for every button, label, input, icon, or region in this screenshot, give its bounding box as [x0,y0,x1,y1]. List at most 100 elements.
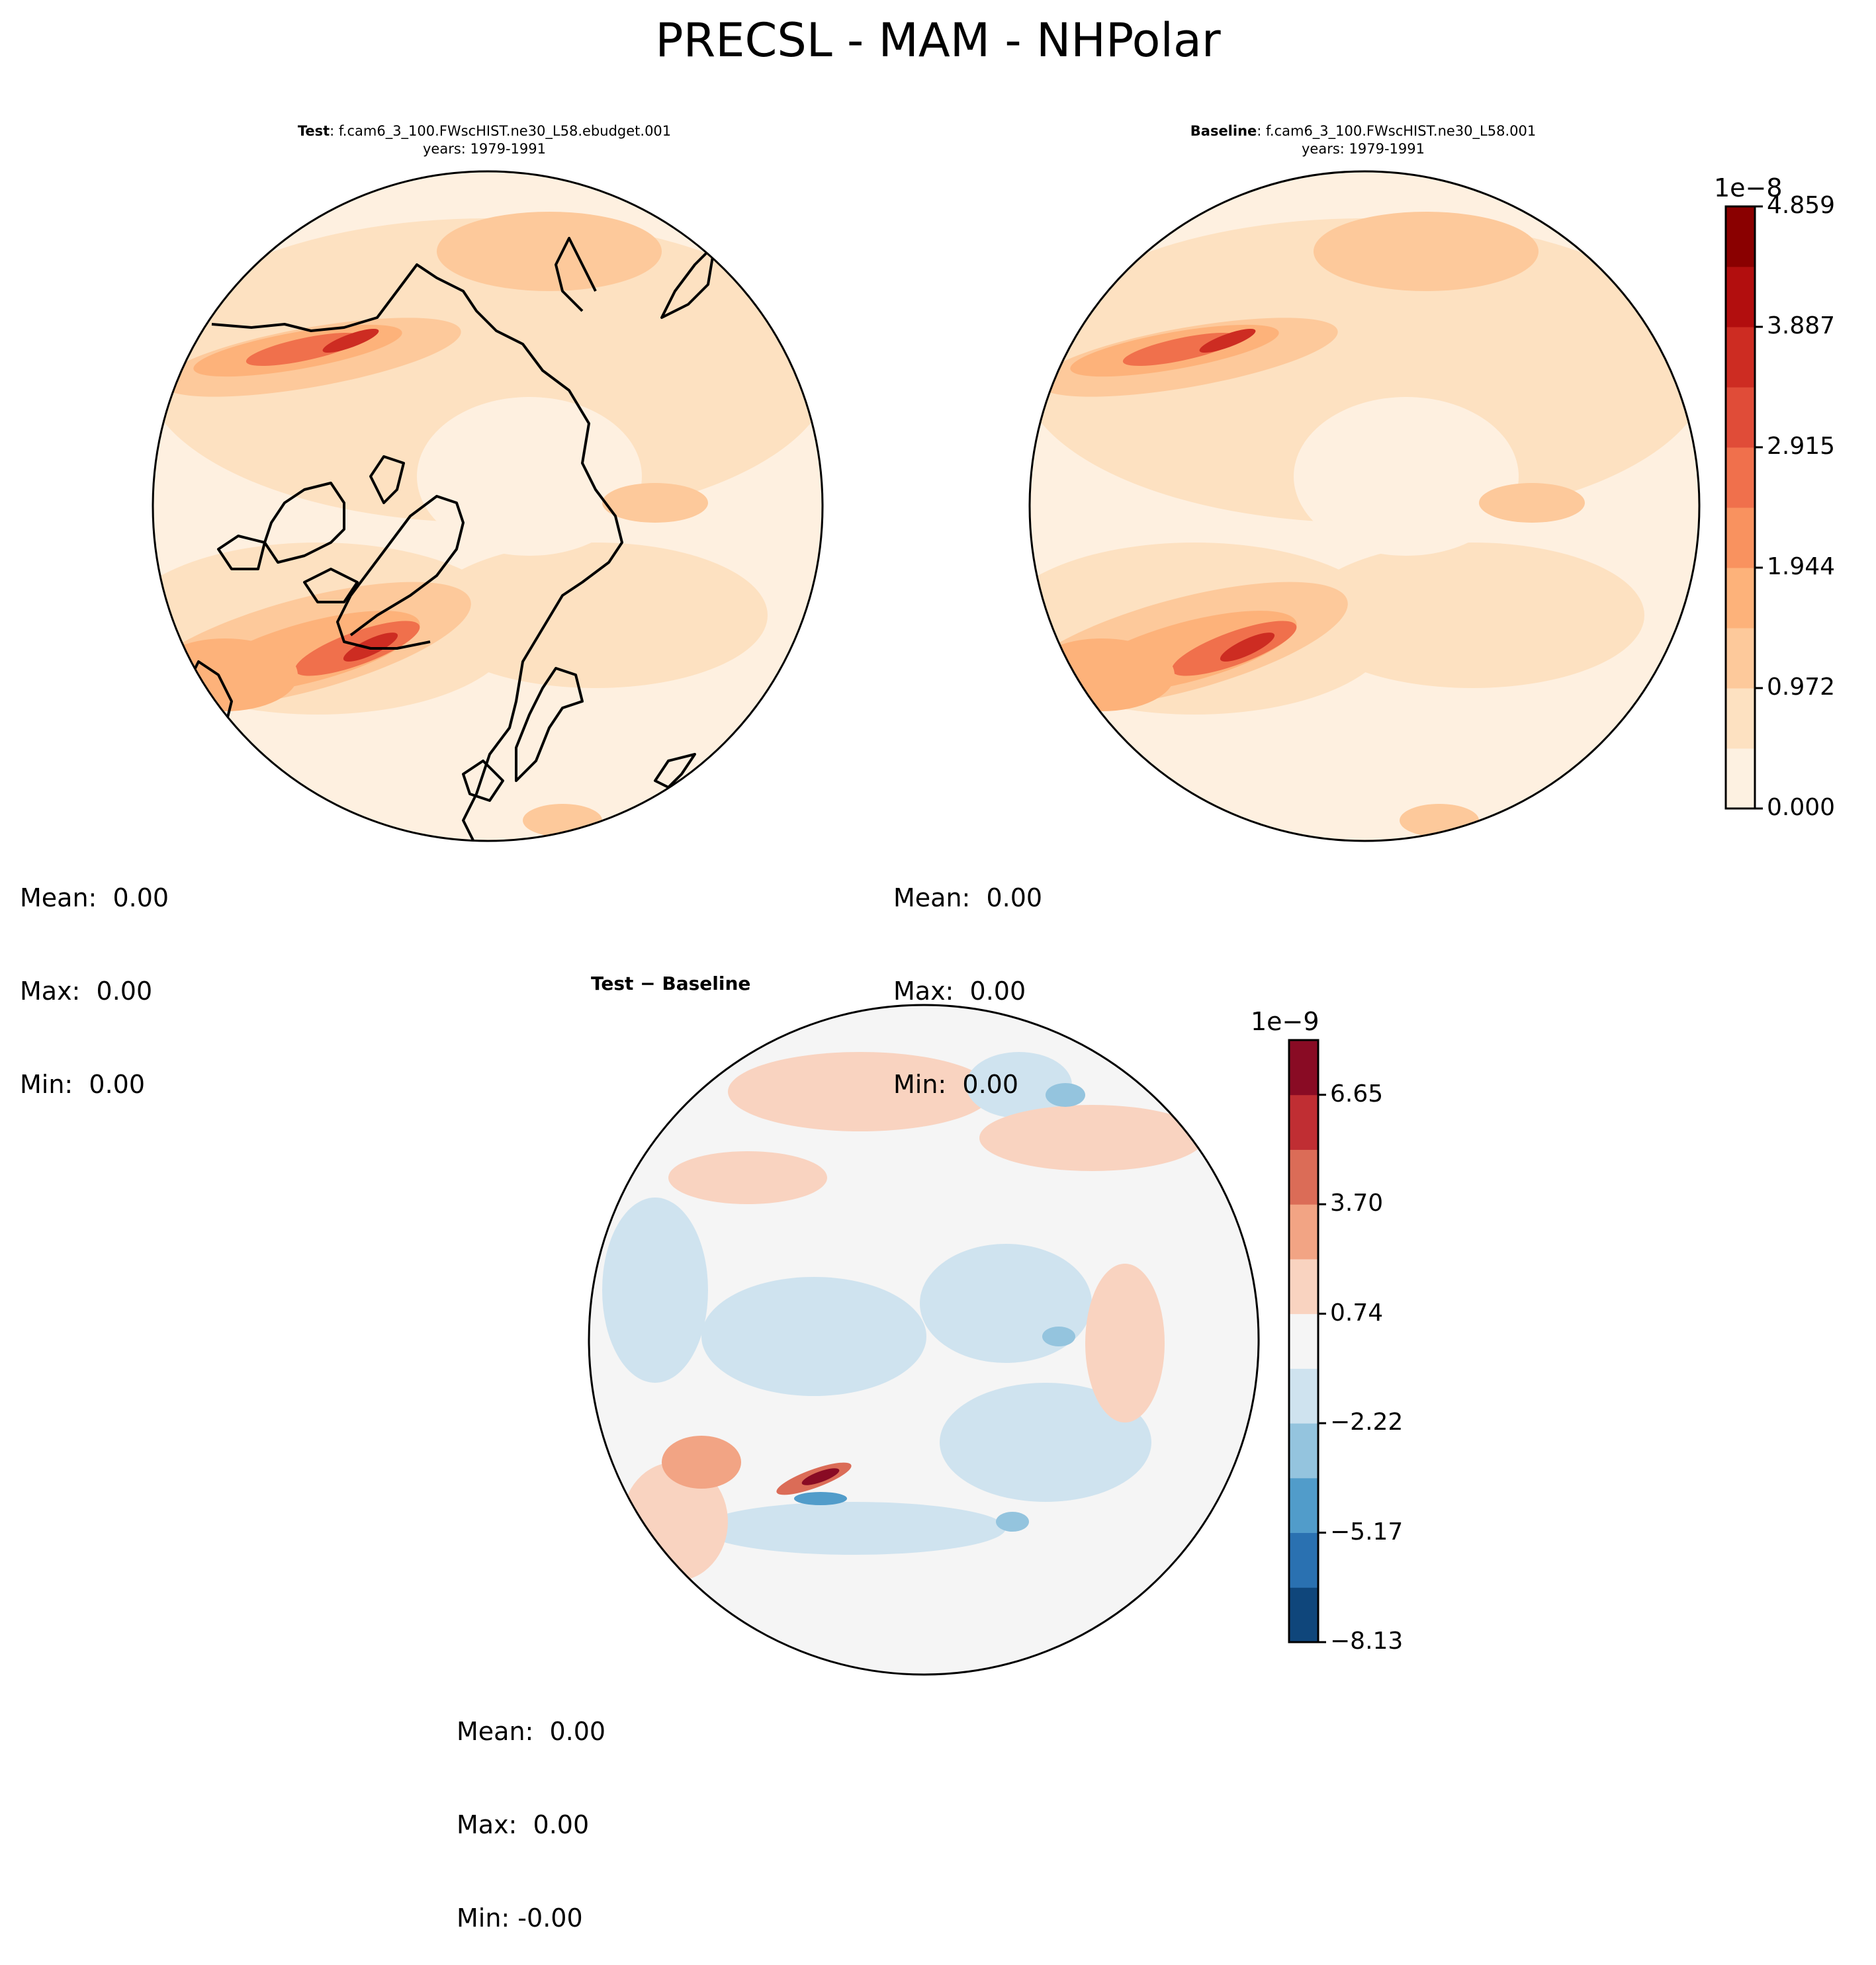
main-colorbar-segment [1726,628,1755,689]
diff-map-neg-3 [701,1277,926,1396]
main-colorbar-segment [1726,688,1755,749]
baseline-map-contour-9 [1220,633,1275,662]
baseline-panel-title: Baseline: f.cam6_3_100.FWscHIST.ne30_L58… [1165,122,1562,158]
baseline-title-label: Baseline [1190,123,1257,139]
test-map-band-north [153,218,823,523]
diff-map-neg-8 [1046,1083,1085,1107]
main-colorbar-segment [1726,447,1755,508]
test-stats: Mean: 0.00 Max: 0.00 Min: 0.00 [20,820,169,1131]
baseline-map-band-north [1030,218,1699,523]
test-title-case: : f.cam6_3_100.FWscHIST.ne30_L58.ebudget… [330,123,672,139]
diff-map-pos-1 [728,1052,993,1131]
test-map-contour-1 [437,212,662,291]
baseline-stat-min: Min: 0.00 [893,1070,1018,1099]
baseline-stat-mean: Mean: 0.00 [893,883,1043,912]
figure-title: PRECSL - MAM - NHPolar [655,13,1221,67]
test-map-contour-4 [246,332,363,367]
diff-stat-max: Max: 0.00 [457,1810,590,1839]
test-map [152,170,1763,1676]
diff-map-pos-6 [662,1436,741,1489]
diff-colorbar-segment [1289,1477,1318,1534]
baseline-map-field [1030,171,1699,841]
baseline-map-boundary [1028,170,1701,842]
diff-colorbar-segment [1289,1149,1318,1205]
diff-map-neg-2 [602,1198,708,1383]
main-colorbar-segment [1726,327,1755,388]
diff-colorbar-tick-label: −8.13 [1330,1628,1404,1655]
baseline-title-years: years: 1979-1991 [1301,141,1425,157]
main-colorbar-segment [1726,568,1755,629]
diff-colorbar-segment [1289,1313,1318,1369]
test-stat-max: Max: 0.00 [20,977,153,1006]
main-colorbar-tick-label: 2.915 [1767,433,1836,460]
main-colorbar-segment [1726,206,1755,267]
diff-colorbar-tick-label: −2.22 [1330,1409,1404,1436]
baseline-map-band-east [1300,543,1644,688]
diff-map-pos-4 [1085,1264,1165,1422]
diff-map-neg-7 [794,1492,847,1505]
diff-colorbar-tick-label: 3.70 [1330,1190,1384,1217]
diff-colorbar-segment [1289,1587,1318,1643]
diff-map-neg-6 [701,1502,1006,1555]
diff-colorbar-tick-label: 0.74 [1330,1299,1384,1327]
baseline-title-case: : f.cam6_3_100.FWscHIST.ne30_L58.001 [1257,123,1537,139]
diff-colorbar-tick-label: −5.17 [1330,1518,1404,1546]
main-colorbar-tick-label: 4.859 [1767,192,1836,219]
main-colorbar-segment [1726,748,1755,809]
diff-map-neg-1 [966,1052,1072,1118]
main-colorbar-segment [1726,267,1755,328]
diff-map-neg-10 [996,1512,1029,1532]
baseline-map-contour-10 [1030,638,1175,711]
diff-colorbar-frame [1288,1039,1319,1643]
baseline-map-polar-low [1294,397,1519,556]
test-title-years: years: 1979-1991 [422,141,546,157]
test-map-field [153,171,823,841]
baseline-stat-max: Max: 0.00 [893,977,1026,1006]
diff-colorbar-segment [1289,1423,1318,1479]
baseline-map-contour-5 [1199,328,1256,353]
diff-stat-min: Min: -0.00 [457,1903,583,1933]
diff-map-neg-5 [940,1383,1151,1502]
test-map-band-east [424,543,768,688]
test-map-polar-low [417,397,642,556]
main-colorbar-segment [1726,507,1755,568]
baseline-map-contour-1 [1314,212,1539,291]
test-title-label: Test [297,123,330,139]
diff-colorbar-segment [1289,1204,1318,1260]
baseline-map-contour-11 [1479,483,1585,523]
test-map-contour-11 [602,483,708,523]
test-panel-title: Test: f.cam6_3_100.FWscHIST.ne30_L58.ebu… [286,122,683,158]
test-map-boundary [152,170,824,842]
diff-colorbar-segment [1289,1040,1318,1096]
test-map-contour-10 [153,638,298,711]
diff-colorbar-segment [1289,1368,1318,1424]
main-colorbar [1724,205,1763,810]
test-map-contour-5 [322,328,379,353]
diff-map-pos-8 [801,1468,840,1485]
test-stat-min: Min: 0.00 [20,1070,145,1099]
diff-map-field [589,1005,1259,1675]
main-colorbar-frame [1724,205,1756,810]
main-colorbar-tick-label: 3.887 [1767,312,1836,339]
diff-map-neg-9 [1042,1327,1075,1346]
main-colorbar-tick-label: 0.000 [1767,794,1836,821]
main-colorbar-tick-label: 0.972 [1767,674,1836,701]
diff-panel-title: Test − Baseline [591,973,751,994]
diff-colorbar [1288,1039,1326,1643]
test-stat-mean: Mean: 0.00 [20,883,169,912]
diff-map-pos-2 [979,1105,1204,1171]
diff-colorbar-segment [1289,1258,1318,1315]
main-colorbar-exponent: 1e−8 [1714,173,1783,202]
diff-stats: Mean: 0.00 Max: 0.00 Min: -0.00 [457,1654,605,1965]
diff-stat-mean: Mean: 0.00 [457,1717,606,1746]
baseline-stats: Mean: 0.00 Max: 0.00 Min: 0.00 [893,820,1042,1131]
diff-colorbar-exponent: 1e−9 [1251,1007,1319,1036]
diff-colorbar-tick-label: 6.65 [1330,1080,1384,1108]
main-colorbar-segment [1726,387,1755,448]
main-colorbar-tick-label: 1.944 [1767,553,1836,580]
diff-colorbar-segment [1289,1532,1318,1588]
diff-map-boundary [588,1004,1260,1676]
baseline-map-contour-4 [1122,332,1240,367]
diff-colorbar-segment [1289,1094,1318,1150]
diff-map-pos-3 [668,1151,827,1204]
